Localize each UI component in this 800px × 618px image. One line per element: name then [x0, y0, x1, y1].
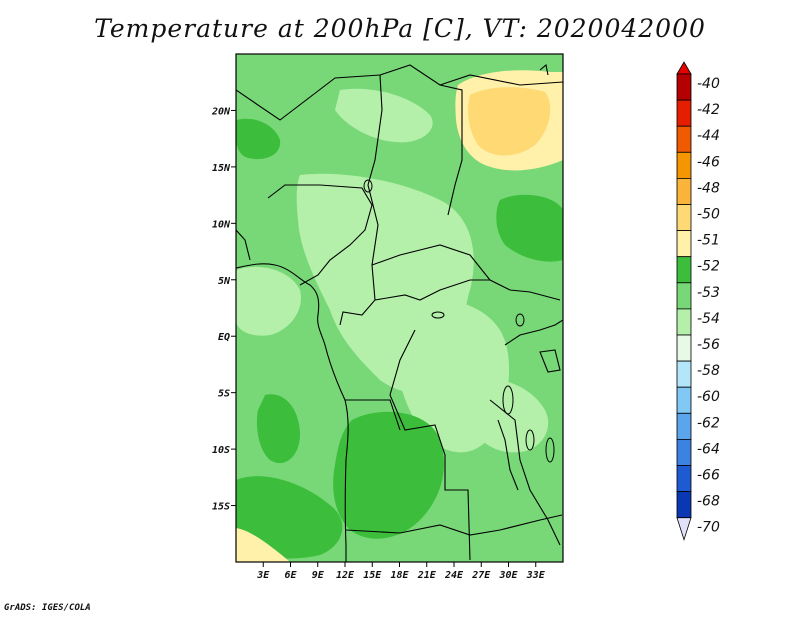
- field-region-dark: [236, 476, 343, 559]
- field-region-warmer: [468, 87, 551, 156]
- colorbar-swatch: [676, 99, 692, 127]
- field-region-dark: [496, 194, 563, 262]
- latitude-axis: 20N 15N 10N 5N EQ 5S 10S 15S: [211, 106, 236, 513]
- colorbar-swatch: [676, 204, 692, 232]
- lon-tick-label: 33E: [526, 570, 546, 581]
- field-region-light: [335, 88, 433, 143]
- colorbar-label: -48: [697, 180, 720, 196]
- lakes: [363, 179, 555, 463]
- lon-tick-label: 15E: [363, 570, 382, 581]
- lat-tick-label: 15S: [212, 502, 230, 513]
- colorbar-swatch: [676, 386, 692, 414]
- lon-tick-label: 12E: [336, 570, 355, 581]
- field-region-light: [236, 266, 301, 336]
- colorbar-label: -44: [697, 128, 720, 144]
- colorbar-label: -60: [697, 389, 720, 405]
- colorbar-swatch: [676, 412, 692, 440]
- colorbar-label: -62: [697, 415, 720, 431]
- field-region-dark: [256, 394, 300, 464]
- lat-tick-label: 5S: [218, 389, 230, 400]
- colorbar-label: -46: [697, 154, 720, 170]
- lat-tick-label: 5N: [218, 276, 231, 287]
- colorbar-label: -54: [697, 311, 720, 327]
- colorbar-swatch: [676, 230, 692, 258]
- longitude-axis: 3E 6E 9E 12E 15E 18E 21E 24E 27E 30E 33E: [256, 562, 546, 581]
- lon-tick-label: 21E: [417, 570, 437, 581]
- colorbar-label: -42: [697, 102, 720, 118]
- colorbar-swatch: [676, 465, 692, 493]
- field-region-warm: [236, 528, 290, 562]
- colorbar-swatch: [676, 491, 692, 519]
- colorbar-top-arrow: [676, 61, 692, 75]
- coastlines-and-borders: [236, 63, 563, 562]
- credit-text: GrADS: IGES/COLA: [4, 603, 91, 613]
- colorbar-swatch: [676, 308, 692, 336]
- colorbar-label: -53: [697, 285, 720, 301]
- lon-tick-label: 30E: [498, 570, 518, 581]
- colorbar-swatch: [676, 334, 692, 362]
- colorbar-label: -70: [697, 520, 720, 536]
- lon-tick-label: 9E: [312, 570, 325, 581]
- lat-tick-label: 10N: [212, 219, 231, 230]
- colorbar-label: -50: [697, 207, 720, 223]
- colorbar-label: -64: [697, 441, 720, 457]
- colorbar-swatch: [676, 438, 692, 466]
- lat-tick-label: 15N: [212, 163, 231, 174]
- colorbar-swatch: [676, 360, 692, 388]
- lon-tick-label: 27E: [471, 570, 491, 581]
- lon-tick-label: 18E: [390, 570, 409, 581]
- chart-title: Temperature at 200hPa [C], VT: 202004200…: [94, 14, 706, 43]
- lon-tick-label: 6E: [284, 570, 297, 581]
- colorbar-swatch: [676, 177, 692, 205]
- colorbar-swatch: [676, 256, 692, 284]
- colorbar-swatch: [676, 73, 692, 101]
- colorbar-label: -68: [697, 494, 720, 510]
- colorbar-swatch: [676, 151, 692, 179]
- colorbar-swatch: [676, 282, 692, 310]
- colorbar-label: -51: [697, 233, 720, 249]
- lat-tick-label: EQ: [218, 332, 230, 343]
- field-region-dark: [236, 118, 281, 160]
- colorbar-label: -52: [697, 259, 720, 275]
- field-region-light: [468, 378, 549, 453]
- temperature-field: [236, 54, 563, 562]
- colorbar-label: -56: [697, 337, 720, 353]
- colorbar-label: -40: [697, 76, 720, 92]
- colorbar-label: -66: [697, 468, 720, 484]
- field-region-dark: [333, 411, 444, 539]
- colorbar: -40 -42 -44 -46 -48 -50 -51 -52 -53 -54 -56 -58 -60 -…: [676, 61, 720, 542]
- colorbar-swatch: [676, 125, 692, 153]
- colorbar-bottom-arrow: [676, 517, 692, 542]
- lat-tick-label: 20N: [211, 106, 231, 117]
- lat-tick-label: 10S: [212, 445, 230, 456]
- colorbar-label: -58: [697, 363, 720, 379]
- lon-tick-label: 24E: [444, 570, 464, 581]
- lon-tick-label: 3E: [256, 570, 270, 581]
